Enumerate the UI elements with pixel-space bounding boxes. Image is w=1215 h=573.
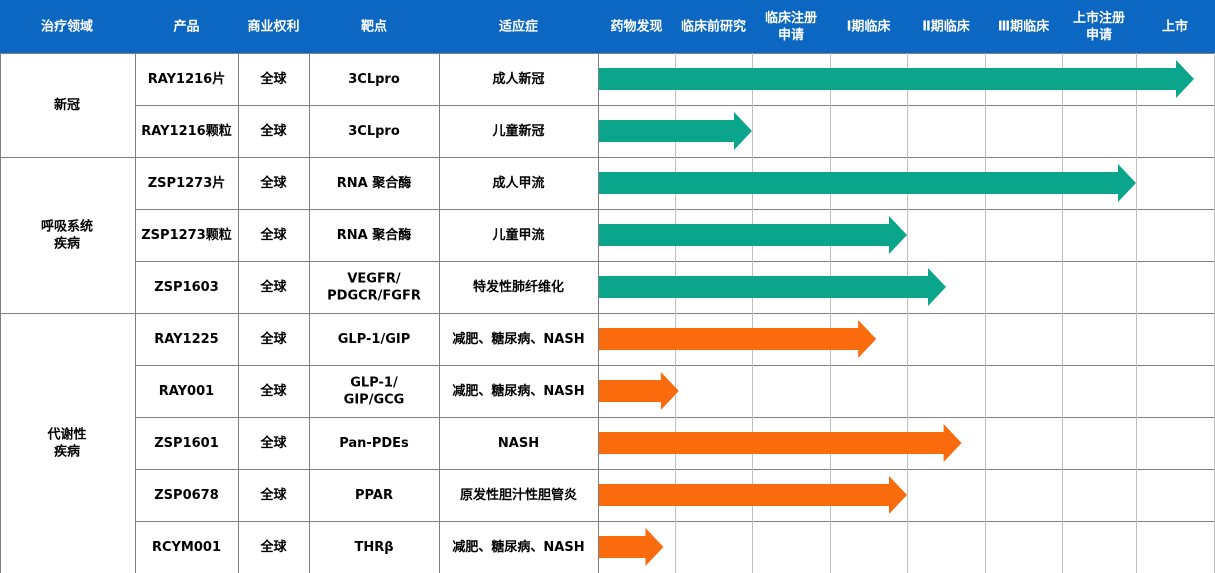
indication-cell: 成人新冠 [492, 71, 544, 87]
rights-cell: 全球 [259, 435, 287, 451]
rights-cell: 全球 [259, 487, 287, 503]
area-label-3: 代谢性疾病 [46, 426, 86, 459]
rights-cell: 全球 [259, 71, 287, 87]
rights-cell: 全球 [259, 227, 287, 243]
target-cell: RNA 聚合酶 [337, 227, 411, 243]
rights-cell: 全球 [259, 123, 287, 139]
rights-cell: 全球 [259, 175, 287, 191]
header-indication: 适应症 [499, 18, 538, 34]
progress-arrow-ZSP1601 [599, 424, 962, 462]
product-cell: ZSP1273颗粒 [141, 227, 232, 243]
product-cell: RAY1225 [154, 332, 218, 347]
indication-cell: 原发性胆汁性胆管炎 [460, 487, 577, 503]
progress-arrow-ZSP1273颗粒 [599, 216, 907, 254]
target-cell: 3CLpro [348, 72, 400, 87]
product-cell: RAY1216片 [148, 71, 225, 87]
progress-arrow-ZSP0678 [599, 476, 907, 514]
header-area: 治疗领域 [41, 18, 93, 34]
header-target: 靶点 [361, 18, 387, 34]
target-cell: 3CLpro [348, 124, 400, 139]
rights-cell: 全球 [259, 331, 287, 347]
header-rights: 商业权利 [247, 18, 299, 34]
header-stage-7: 上市注册申请 [1073, 10, 1125, 43]
progress-arrow-RAY1225 [599, 320, 877, 358]
target-cell: GLP-1/GIP/GCG [344, 375, 405, 407]
progress-arrow-ZSP1603 [599, 268, 946, 306]
indication-cell: 减肥、糖尿病、NASH [452, 539, 584, 555]
header-stage-1: 药物发现 [610, 18, 662, 34]
header-stage-6: Ⅲ期临床 [998, 18, 1050, 34]
product-cell: RAY1216颗粒 [141, 123, 231, 139]
target-cell: Pan-PDEs [339, 436, 409, 451]
area-label-2: 呼吸系统疾病 [41, 218, 93, 251]
target-cell: THRβ [354, 540, 393, 555]
header-stage-8: 上市 [1162, 18, 1188, 34]
product-cell: RAY001 [159, 384, 214, 399]
indication-cell: 儿童新冠 [491, 123, 544, 139]
indication-cell: 成人甲流 [492, 175, 544, 191]
product-cell: ZSP1603 [154, 280, 219, 295]
indication-cell: 特发性肺纤维化 [473, 279, 564, 295]
header-stage-3: 临床注册申请 [765, 10, 817, 43]
rights-cell: 全球 [259, 539, 287, 555]
indication-cell: 儿童甲流 [491, 227, 544, 243]
header-stage-2: 临床前研究 [681, 18, 746, 34]
area-label-1: 新冠 [54, 97, 80, 113]
target-cell: GLP-1/GIP [338, 332, 410, 347]
header-bar [0, 0, 1215, 53]
product-cell: ZSP1601 [154, 436, 219, 451]
progress-arrow-ZSP1273片 [599, 164, 1136, 202]
product-cell: ZSP1273片 [148, 175, 226, 191]
header-stage-4: Ⅰ期临床 [847, 18, 892, 34]
indication-cell: 减肥、糖尿病、NASH [452, 383, 584, 399]
target-cell: PPAR [355, 488, 393, 503]
header-stage-5: Ⅱ期临床 [922, 18, 971, 34]
target-cell: RNA 聚合酶 [337, 175, 411, 191]
rights-cell: 全球 [259, 383, 287, 399]
rights-cell: 全球 [259, 279, 287, 295]
indication-cell: 减肥、糖尿病、NASH [452, 331, 584, 347]
target-cell: VEGFR/PDGCR/FGFR [327, 271, 421, 303]
indication-cell: NASH [498, 436, 539, 451]
product-cell: RCYM001 [152, 540, 221, 555]
progress-arrow-RCYM001 [599, 528, 664, 566]
product-cell: ZSP0678 [154, 488, 219, 503]
progress-arrow-RAY001 [599, 372, 679, 410]
progress-arrow-RAY1216颗粒 [599, 112, 752, 150]
progress-arrow-RAY1216片 [599, 60, 1194, 98]
header-product: 产品 [173, 18, 199, 34]
